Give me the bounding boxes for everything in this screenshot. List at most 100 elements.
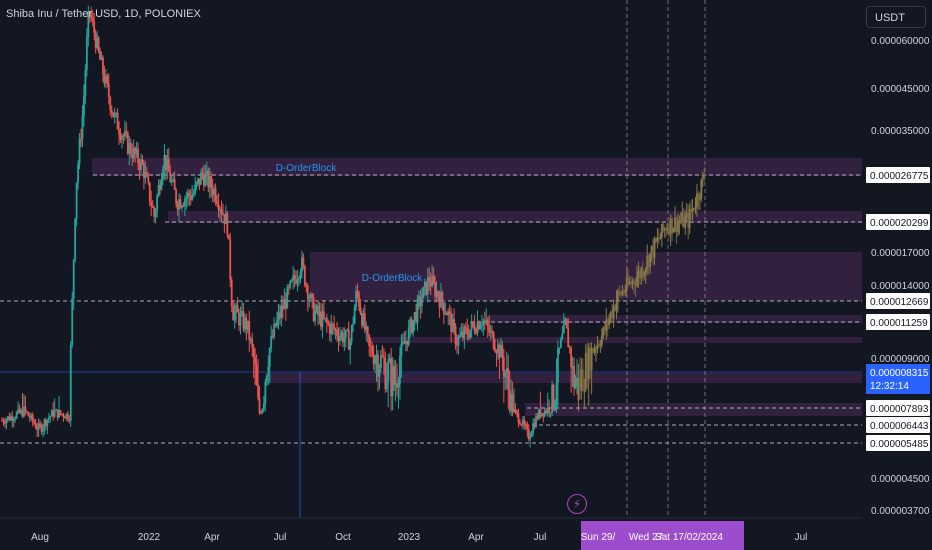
candle	[337, 327, 340, 352]
candle-body	[703, 175, 706, 179]
candle-body	[325, 317, 328, 323]
order-block-zone	[92, 158, 862, 176]
lightning-bolt-icon[interactable]: ⚡	[567, 494, 587, 514]
candle	[178, 193, 180, 222]
candle-body	[81, 115, 84, 140]
candle	[450, 307, 453, 343]
candle	[412, 320, 415, 337]
candle-body	[472, 321, 475, 325]
candle	[361, 310, 363, 329]
candle-body	[637, 270, 640, 278]
candle-body	[260, 412, 262, 414]
projection-candle	[688, 202, 691, 235]
candle	[331, 322, 334, 336]
candle-body	[286, 287, 289, 309]
candle-body	[355, 291, 357, 308]
candle-body	[214, 188, 217, 202]
candle-body	[470, 321, 473, 330]
date-range-label: Sat 17/02/2024	[655, 532, 723, 543]
projection-candle	[595, 345, 597, 362]
candle-body	[450, 313, 453, 333]
candle	[533, 418, 536, 430]
candle-body	[570, 347, 573, 368]
candle	[330, 314, 333, 343]
candle-body	[663, 228, 666, 231]
candle-body	[665, 228, 668, 231]
candle	[261, 408, 264, 414]
candle	[576, 359, 578, 395]
candle	[514, 403, 517, 415]
projection-candle	[681, 201, 684, 227]
candle	[156, 193, 158, 218]
candle	[213, 184, 216, 203]
candle-body	[409, 319, 412, 328]
candle-body	[61, 413, 63, 415]
candle	[511, 381, 514, 417]
candle-body	[697, 193, 700, 200]
candle-body	[145, 172, 148, 177]
candle-body	[52, 410, 55, 417]
candle	[201, 167, 204, 181]
candle-body	[546, 408, 549, 413]
candle	[205, 161, 208, 186]
price-candles	[1, 5, 580, 448]
candle-body	[451, 319, 454, 333]
candle-body	[469, 329, 472, 338]
candle	[353, 304, 356, 325]
candle	[356, 283, 359, 300]
candle-body	[245, 317, 248, 330]
candle	[378, 363, 381, 390]
candle-body	[210, 176, 213, 188]
candle	[374, 354, 376, 374]
candle	[483, 311, 486, 331]
candle-body	[167, 158, 170, 172]
candle	[384, 351, 387, 393]
candle	[230, 276, 233, 313]
candle	[65, 413, 68, 421]
candle	[372, 344, 375, 371]
candle	[352, 316, 355, 332]
candle	[435, 281, 438, 302]
candle	[110, 105, 113, 119]
projection-candle	[669, 214, 672, 246]
candle-body	[615, 300, 618, 311]
price-tick-label: 0.000017000	[871, 248, 930, 259]
current-price-value: 0.000008315	[870, 368, 929, 379]
projection-candle	[599, 339, 602, 353]
candle	[517, 408, 520, 428]
candle	[276, 311, 278, 329]
candle	[267, 355, 270, 386]
candle-body	[685, 213, 688, 217]
candle	[561, 326, 564, 341]
candle-body	[49, 416, 52, 419]
candle-body	[99, 51, 101, 60]
candle-body	[162, 169, 164, 181]
candle-body	[577, 380, 580, 389]
candle-body	[303, 266, 306, 286]
candle-body	[453, 319, 455, 326]
candle-body	[232, 305, 235, 321]
currency-button[interactable]: USDT	[866, 6, 926, 28]
candle	[571, 356, 574, 388]
projection-candle	[637, 261, 640, 288]
projection-candle	[652, 238, 654, 265]
candle	[413, 311, 416, 331]
candle-body	[643, 272, 646, 277]
candle-body	[102, 57, 104, 75]
candle	[197, 177, 199, 188]
candle-body	[324, 317, 327, 319]
candle	[520, 423, 523, 427]
candle-body	[128, 142, 131, 154]
candle-body	[412, 320, 415, 333]
candle	[145, 166, 148, 178]
candle-body	[110, 110, 113, 113]
time-tick-label: Apr	[204, 532, 220, 543]
candle	[350, 324, 353, 346]
candle	[508, 370, 511, 414]
order-block-zone	[168, 211, 862, 223]
candle-body	[581, 369, 584, 392]
candle	[431, 265, 434, 288]
date-range-highlight	[581, 521, 744, 550]
candle	[42, 424, 44, 438]
